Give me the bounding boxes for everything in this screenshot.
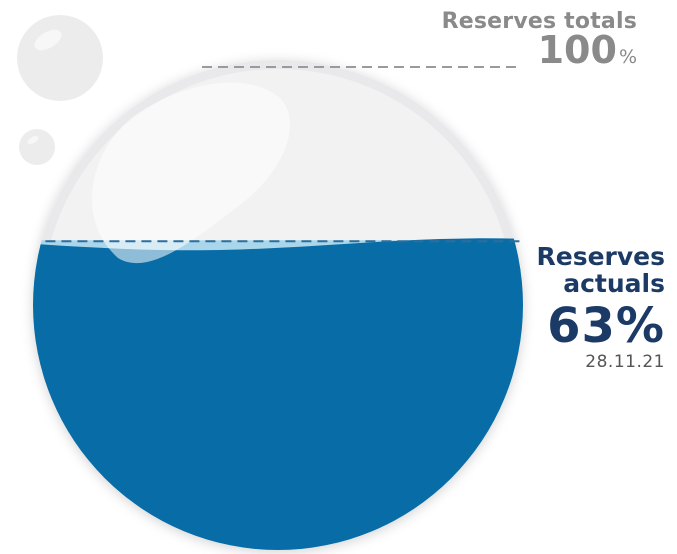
bubble-small-highlight bbox=[27, 136, 39, 144]
total-reserves-value: 100% bbox=[442, 28, 637, 80]
bubble-decoration bbox=[17, 15, 103, 165]
bubble-large bbox=[17, 15, 103, 101]
bubble-small bbox=[19, 129, 55, 165]
water-fill bbox=[33, 238, 523, 550]
bubble-large-highlight bbox=[34, 29, 62, 51]
current-reserves-date: 28.11.21 bbox=[585, 352, 665, 372]
total-reserves-label: Reserves totals 100% bbox=[442, 9, 637, 80]
reservoir-gloss bbox=[91, 82, 291, 264]
current-reserves-label: Reserves actuals 63% 28.11.21 bbox=[505, 243, 665, 372]
current-reserves-value: 63% bbox=[547, 298, 665, 354]
total-value-unit: % bbox=[618, 46, 637, 68]
total-value-number: 100 bbox=[537, 28, 617, 72]
total-reserves-title: Reserves totals bbox=[441, 9, 637, 34]
current-reserves-title: Reserves actuals bbox=[536, 242, 665, 298]
